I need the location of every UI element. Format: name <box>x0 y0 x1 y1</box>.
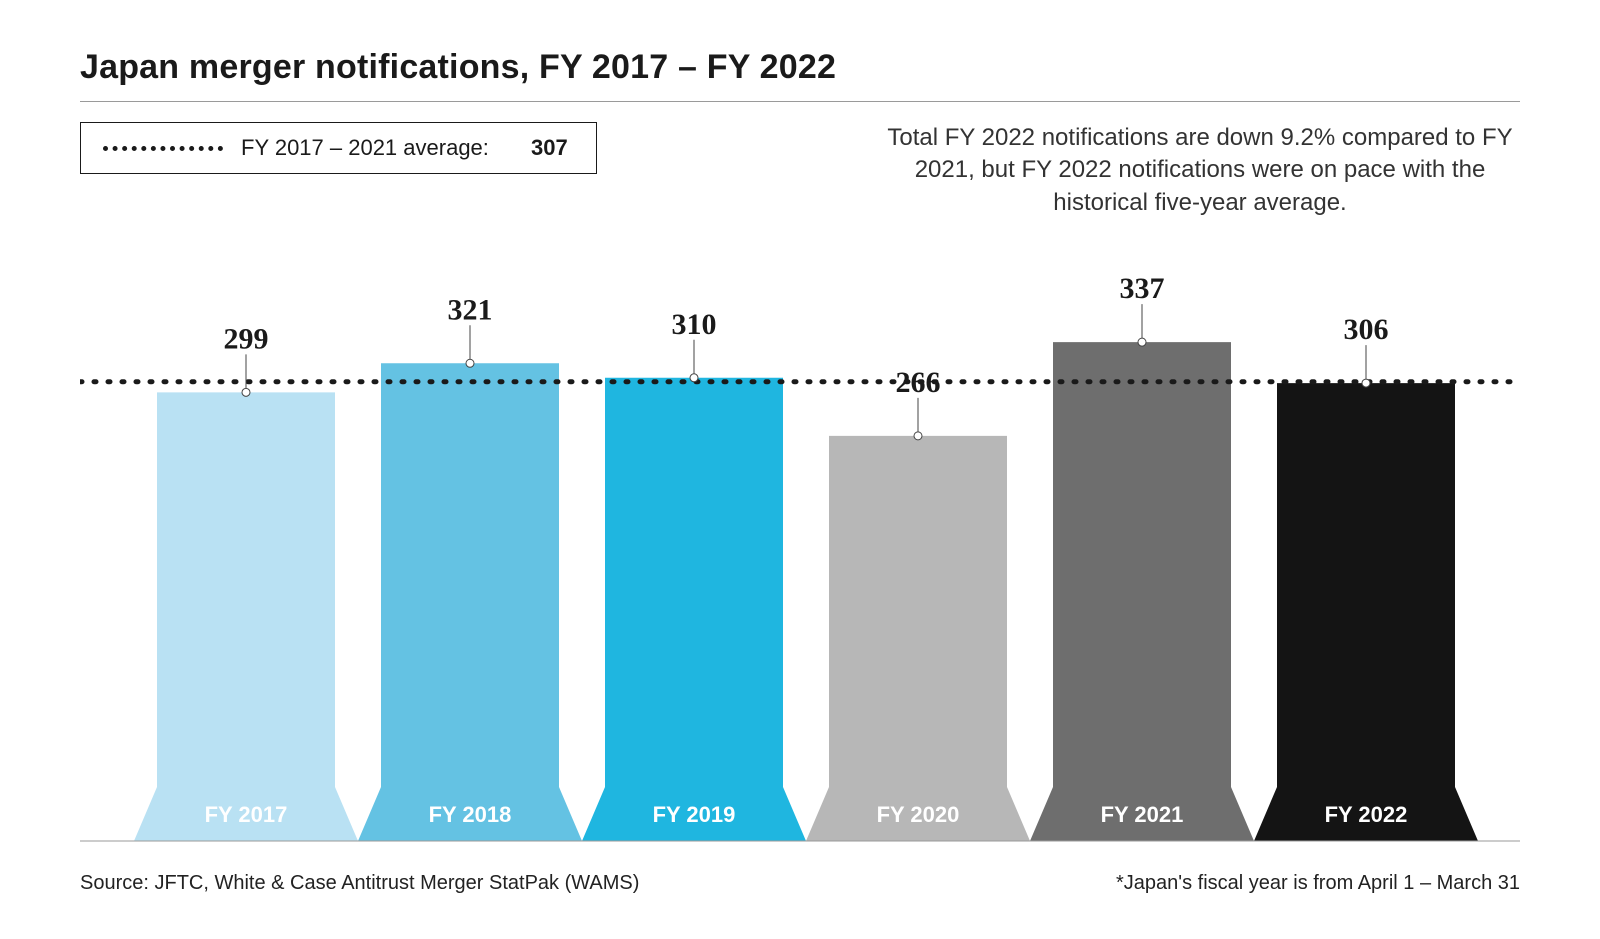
chart-title: Japan merger notifications, FY 2017 – FY… <box>80 48 1520 102</box>
bar-category-label: FY 2019 <box>653 802 736 827</box>
bar <box>582 378 806 841</box>
bar <box>358 363 582 841</box>
legend-box: FY 2017 – 2021 average: 307 <box>80 122 597 174</box>
legend-label: FY 2017 – 2021 average: <box>241 135 489 161</box>
chart-footer: Source: JFTC, White & Case Antitrust Mer… <box>80 872 1520 895</box>
chart-annotation: Total FY 2022 notifications are down 9.2… <box>880 122 1520 219</box>
bar-category-label: FY 2018 <box>429 802 512 827</box>
bar-value-label: 337 <box>1120 272 1165 305</box>
bar-callout-dot <box>914 432 922 440</box>
bar-chart-svg: FY 2017 FY 2018 FY 2019 FY 2020 FY 2021 FY 20… <box>80 229 1520 849</box>
bar <box>806 436 1030 841</box>
bar-callout-dot <box>690 374 698 382</box>
bar-category-label: FY 2020 <box>877 802 960 827</box>
bar-chart: FY 2017 FY 2018 FY 2019 FY 2020 FY 2021 FY 20… <box>80 229 1520 854</box>
bar-callout-dot <box>466 359 474 367</box>
bar-category-label: FY 2017 <box>205 802 288 827</box>
legend-dotted-line-icon <box>103 146 223 151</box>
bar <box>1030 342 1254 841</box>
chart-topbar: FY 2017 – 2021 average: 307 Total FY 202… <box>80 122 1520 219</box>
bar-callout-dot <box>1362 379 1370 387</box>
bar-callout-dot <box>242 388 250 396</box>
footnote-text: *Japan's fiscal year is from April 1 – M… <box>1116 872 1520 895</box>
bar-value-label: 299 <box>224 322 269 355</box>
bar <box>134 392 358 841</box>
bar <box>1254 383 1478 841</box>
bar-category-label: FY 2021 <box>1101 802 1184 827</box>
bar-value-label: 306 <box>1344 313 1389 346</box>
bar-value-label: 310 <box>672 308 717 341</box>
bar-category-label: FY 2022 <box>1325 802 1408 827</box>
legend-value: 307 <box>531 135 568 161</box>
source-text: Source: JFTC, White & Case Antitrust Mer… <box>80 872 639 895</box>
bar-callout-dot <box>1138 338 1146 346</box>
bar-value-label: 266 <box>896 366 941 399</box>
bar-value-label: 321 <box>448 293 493 326</box>
